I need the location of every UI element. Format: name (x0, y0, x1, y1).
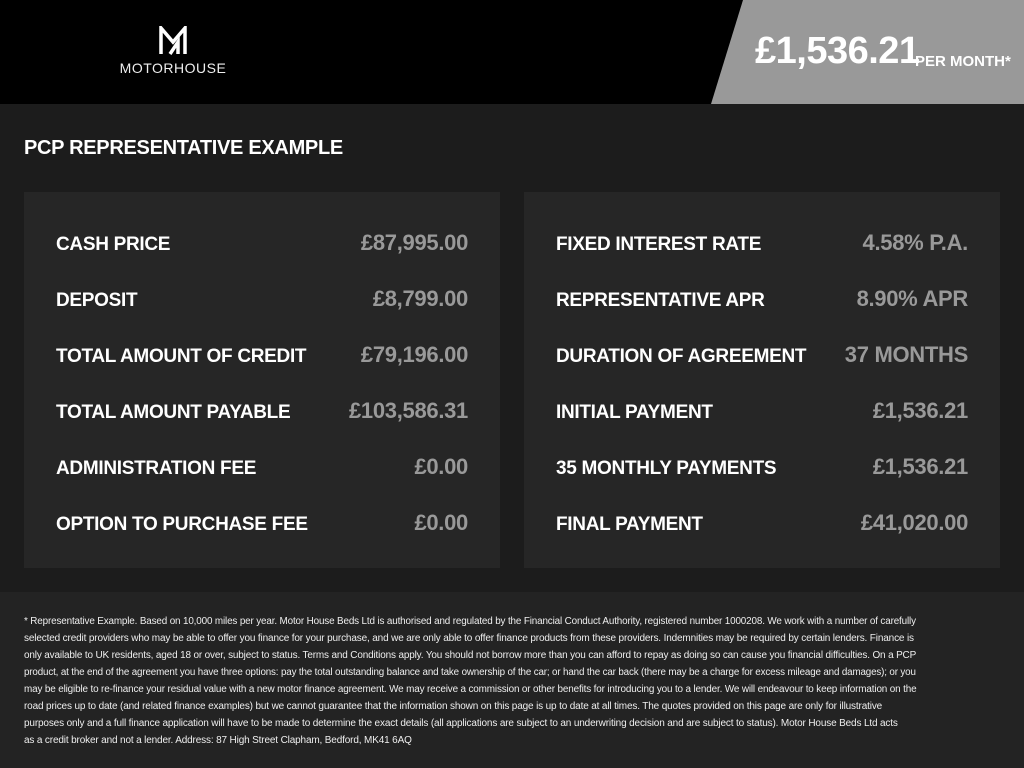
row-value: 4.58% P.A. (862, 230, 969, 255)
row-monthly-payments: 35 MONTHLY PAYMENTS £1,536.21 (556, 454, 968, 484)
row-label: INITIAL PAYMENT (556, 402, 713, 423)
finance-panel-right: FIXED INTEREST RATE 4.58% P.A. REPRESENTA… (524, 192, 1000, 568)
row-label: TOTAL AMOUNT OF CREDIT (56, 346, 307, 367)
row-value: £0.00 (414, 454, 468, 479)
disclaimer-line: purposes only and a full finance applica… (24, 718, 898, 729)
per-month-label: PER MONTH* (915, 53, 1011, 70)
disclaimer-line: * Representative Example. Based on 10,00… (24, 616, 916, 627)
row-label: ADMINISTRATION FEE (56, 458, 257, 479)
row-total-payable: TOTAL AMOUNT PAYABLE £103,586.31 (56, 398, 468, 428)
disclaimer-line: product, at the end of the agreement you… (24, 667, 916, 678)
disclaimer-line: may be eligible to re-finance your resid… (24, 684, 917, 695)
row-deposit: DEPOSIT £8,799.00 (56, 286, 468, 316)
disclaimer-line: road prices up to date (and related fina… (24, 701, 883, 712)
row-duration: DURATION OF AGREEMENT 37 MONTHS (556, 342, 968, 372)
row-label: DURATION OF AGREEMENT (556, 346, 807, 367)
row-label: TOTAL AMOUNT PAYABLE (56, 402, 291, 423)
row-option-fee: OPTION TO PURCHASE FEE £0.00 (56, 510, 468, 540)
row-value: £8,799.00 (372, 286, 468, 311)
motorhouse-logo-icon (159, 26, 187, 55)
row-value: 37 MONTHS (844, 342, 969, 367)
row-label: FINAL PAYMENT (556, 514, 703, 535)
disclaimer-line: as a credit broker and not a lender. Add… (24, 735, 412, 746)
row-label: FIXED INTEREST RATE (556, 234, 762, 255)
disclaimer: * Representative Example. Based on 10,00… (0, 592, 1024, 768)
row-value: £1,536.21 (872, 454, 968, 479)
finance-panel-left: CASH PRICE £87,995.00 DEPOSIT £8,799.00 TO… (24, 192, 500, 568)
page-title: PCP REPRESENTATIVE EXAMPLE (24, 137, 343, 159)
row-label: 35 MONTHLY PAYMENTS (556, 458, 777, 479)
row-value: £0.00 (414, 510, 468, 535)
row-label: REPRESENTATIVE APR (556, 290, 765, 311)
header: MOTORHOUSE £1,536.21 PER MONTH* (0, 0, 1024, 104)
disclaimer-line: selected credit providers who may be abl… (24, 633, 914, 644)
row-value: £41,020.00 (860, 510, 968, 535)
row-label: OPTION TO PURCHASE FEE (56, 514, 308, 535)
row-initial-payment: INITIAL PAYMENT £1,536.21 (556, 398, 968, 428)
row-apr: REPRESENTATIVE APR 8.90% APR (556, 286, 968, 316)
row-interest-rate: FIXED INTEREST RATE 4.58% P.A. (556, 230, 968, 260)
row-final-payment: FINAL PAYMENT £41,020.00 (556, 510, 968, 540)
motorhouse-logo[interactable]: MOTORHOUSE (118, 26, 228, 76)
row-value: £1,536.21 (872, 398, 968, 423)
row-value: £103,586.31 (348, 398, 468, 423)
row-label: DEPOSIT (56, 290, 138, 311)
monthly-price-box: £1,536.21 PER MONTH* (711, 0, 1024, 104)
logo-text: MOTORHOUSE (119, 60, 227, 76)
row-value: £79,196.00 (360, 342, 468, 367)
disclaimer-line: only available to UK residents, aged 18 … (24, 650, 917, 661)
row-cash-price: CASH PRICE £87,995.00 (56, 230, 468, 260)
row-value: 8.90% APR (856, 286, 969, 311)
row-total-credit: TOTAL AMOUNT OF CREDIT £79,196.00 (56, 342, 468, 372)
monthly-price: £1,536.21 (755, 30, 920, 72)
row-value: £87,995.00 (360, 230, 468, 255)
row-label: CASH PRICE (56, 234, 171, 255)
row-admin-fee: ADMINISTRATION FEE £0.00 (56, 454, 468, 484)
